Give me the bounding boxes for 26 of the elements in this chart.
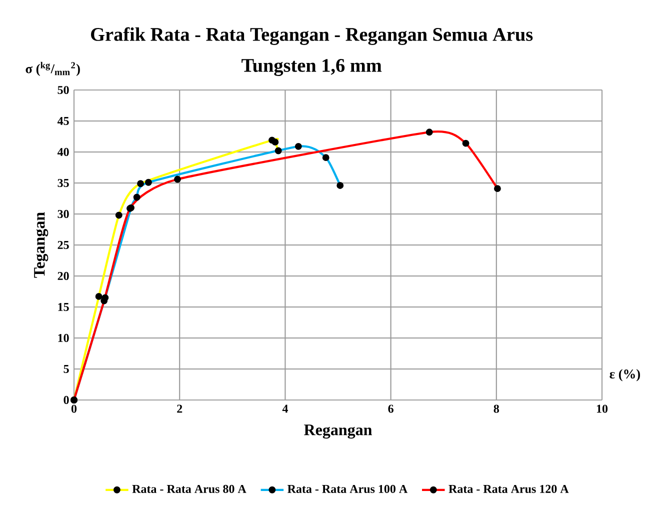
- legend-label: Rata - Rata Arus 80 A: [132, 484, 246, 494]
- text: ε (%): [610, 369, 640, 382]
- y-tick-label: 15: [58, 302, 69, 312]
- y-tick-label: 35: [58, 178, 69, 188]
- x-axis-title: Regangan: [304, 424, 372, 439]
- legend-label: Rata - Rata Arus 120 A: [448, 484, 569, 494]
- y-tick-label: 30: [58, 210, 69, 218]
- x-tick-label: 2: [177, 404, 182, 413]
- y-tick-label: 25: [58, 240, 69, 250]
- y-axis-title: Tegangan: [34, 212, 48, 278]
- legend-label: Rata - Rata Arus 100 A: [287, 484, 408, 494]
- y-tick-label: 10: [58, 334, 69, 342]
- y-tick-label: 40: [57, 148, 69, 156]
- y-tick-label: 5: [64, 364, 69, 373]
- x-tick-label: 0: [71, 404, 77, 413]
- x-tick-label: 4: [282, 404, 288, 413]
- y-tick-label: 50: [58, 86, 69, 94]
- x-tick-label: 10: [596, 404, 608, 413]
- text: σ ($^{kg}$/$_{mm}$$^{2}$): [26, 62, 80, 76]
- y-tick-label: 45: [57, 116, 69, 126]
- chart-title: Grafik Rata - Rata Tegangan - Regangan Semua Arus: [91, 27, 533, 45]
- y-tick-label: 20: [58, 272, 69, 280]
- x-tick-label: 8: [494, 404, 500, 413]
- y-tick-label: 0: [64, 396, 69, 404]
- chart-subtitle: Tungsten 1,6 mm: [242, 59, 382, 76]
- x-tick-label: 6: [388, 404, 394, 413]
